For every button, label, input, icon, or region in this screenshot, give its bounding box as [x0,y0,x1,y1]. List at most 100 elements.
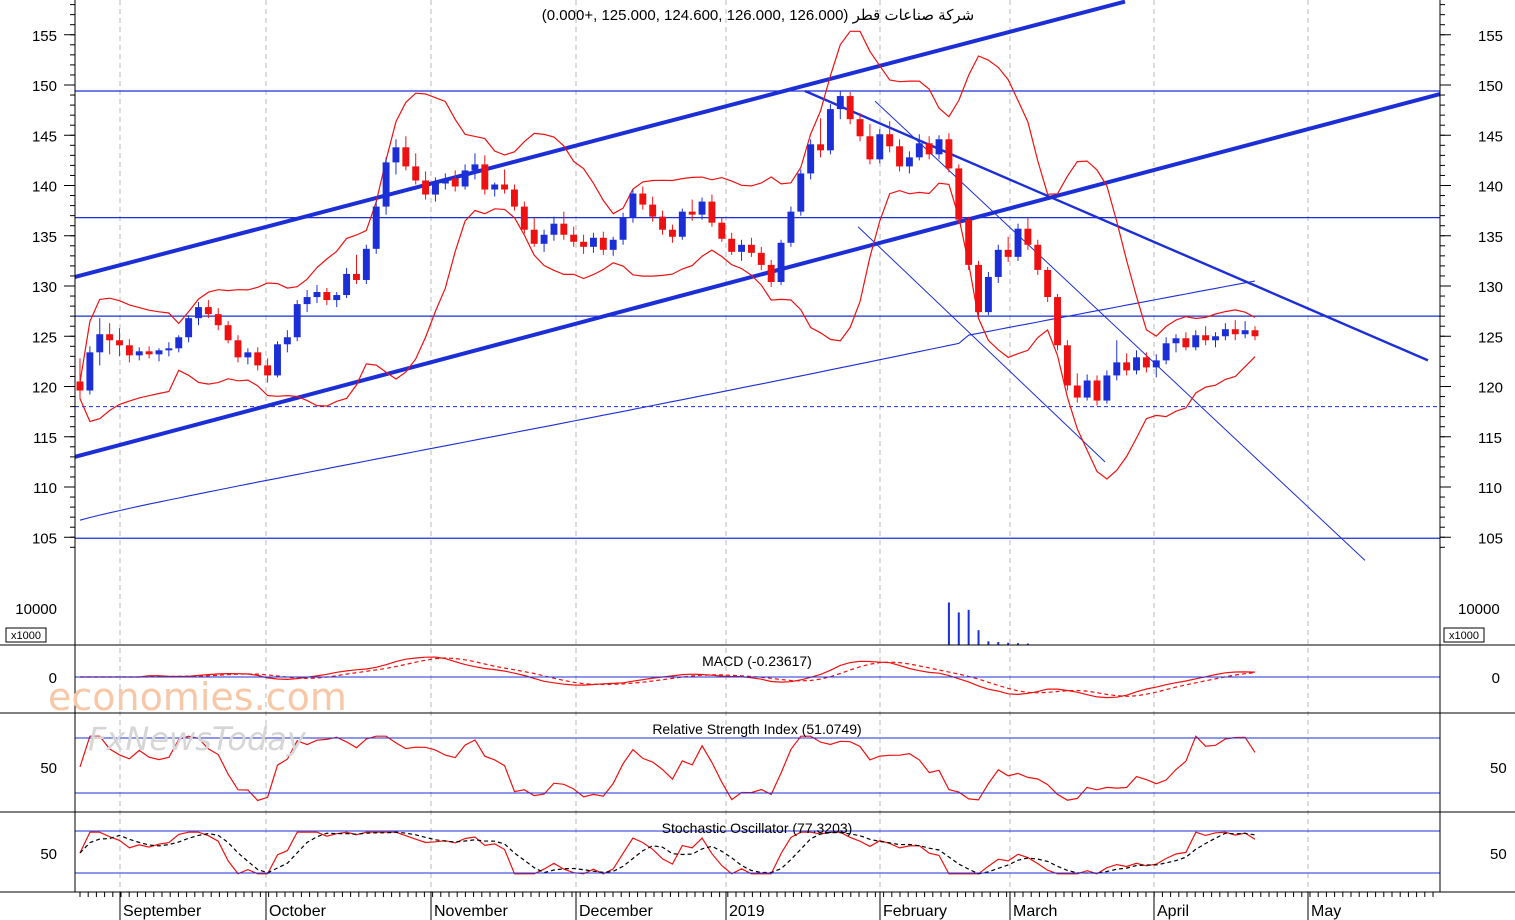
month-label: April [1157,903,1189,920]
price-tick-label-right: 140 [1478,179,1503,196]
macd-tick-right: 0 [1492,670,1500,687]
macd-line [80,656,1256,699]
candle-body [560,223,568,235]
candle-body [1044,269,1052,298]
candle-body [214,314,222,326]
candle-body [283,337,291,345]
candle-body [955,168,963,220]
candle-body [1024,228,1032,245]
volume-bar [977,630,980,645]
price-tick-label-left: 135 [32,229,57,246]
candle-body [975,264,982,313]
price-tick-label-right: 145 [1478,128,1503,145]
candle-body [530,229,538,244]
candle-body [1162,343,1170,361]
grid-layer [119,0,1309,892]
candle-body [481,164,489,190]
candle-body [757,252,765,265]
price-tick-label-right: 120 [1478,380,1503,397]
candle-body [649,204,657,217]
price-tick-label-right: 130 [1478,279,1503,296]
unit-box [5,627,47,643]
price-tick-label-left: 130 [32,279,57,296]
candle-body [797,173,805,212]
candle-body [1054,297,1061,346]
price-tick-label-left: 155 [32,28,57,45]
candle-body [1083,380,1091,398]
stochastic-d-line [79,831,1256,875]
candle-body [274,344,281,376]
candle-body [1113,362,1121,376]
macd-tick-left: 0 [49,670,57,687]
candle-body [599,237,607,250]
month-label: November [434,903,508,920]
candle-body [412,166,420,181]
candle-body [520,206,528,230]
candle-body [323,292,331,301]
candle-body [362,248,370,280]
candle-body [619,217,627,240]
candle-body [1133,357,1140,371]
price-tick-label-left: 145 [32,128,57,145]
candle-body [1073,385,1081,398]
volume-bar [957,612,960,645]
unit-box [1443,627,1485,643]
month-label: February [883,903,947,920]
indicator-panels [75,656,1440,875]
lower-channel-line [74,92,1441,459]
candle-body [96,334,104,353]
month-label: September [123,903,202,920]
candle-body [1251,330,1259,337]
price-tick-label-right: 105 [1478,530,1503,547]
candle-body [1004,249,1012,257]
candle-body [1202,335,1210,341]
rsi-tick-left: 50 [40,760,57,777]
candle-body [432,183,439,195]
volume-bar [997,642,1000,645]
candle-body [461,170,469,187]
candle-body [303,297,311,305]
candle-body [935,139,943,155]
candle-body [629,193,637,218]
axes-layer: September October November December 2019 Febr… [5,4,1507,920]
candles-layer [76,91,1259,406]
candle-body [886,134,894,147]
candle-body [441,178,449,184]
candle-body [204,307,212,315]
candle-body [826,109,834,151]
volume-layer [947,602,1029,645]
candle-body [135,351,143,356]
candle-body [659,216,667,230]
candle-body [639,193,647,205]
month-label: May [1311,903,1341,920]
trend-lines [74,0,1441,561]
candle-body [718,222,726,239]
candle-body [915,143,923,158]
candle-body [1231,329,1239,335]
candle-body [965,219,973,265]
candle-body [1123,362,1131,371]
candle-body [1241,330,1249,335]
candle-body [925,143,933,155]
candle-body [185,318,193,338]
bollinger-bands [79,30,1256,480]
price-tick-label-right: 125 [1478,329,1503,346]
candle-body [175,337,183,349]
upper-channel-line [74,0,1126,279]
candle-body [1063,345,1071,386]
candle-body [747,244,755,253]
candle-body [1172,338,1180,344]
candle-body [589,237,597,247]
candle-body [945,139,953,169]
candle-body [491,184,499,190]
candle-body [1152,360,1160,368]
candle-body [856,119,864,137]
candle-body [155,350,163,355]
candle-body [244,352,252,358]
candle-body [392,147,400,163]
price-tick-label-right: 150 [1478,78,1503,95]
candle-body [609,239,617,250]
candle-body [698,201,706,215]
candle-body [777,242,785,282]
